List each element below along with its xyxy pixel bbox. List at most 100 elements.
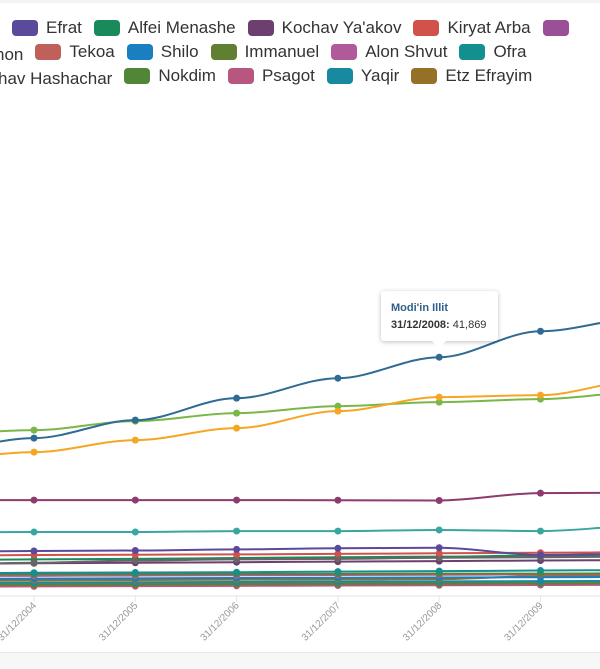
data-point	[435, 544, 443, 552]
legend-item[interactable]: Alon Shvut	[331, 40, 447, 64]
legend-label: Alfei Menashe	[127, 18, 236, 37]
tooltip-line: 31/12/2008: 41,869	[391, 319, 486, 331]
data-point	[30, 569, 38, 577]
x-tick-label: 31/12/2005	[97, 600, 140, 643]
series-line	[0, 546, 600, 556]
series-ofra	[0, 567, 600, 577]
legend-swatch	[413, 20, 440, 36]
data-point	[131, 528, 139, 536]
legend-label: Tekoa	[69, 42, 115, 61]
x-tick-label: 31/12/2006	[199, 600, 242, 643]
top-strip	[0, 0, 600, 3]
data-point	[537, 551, 544, 559]
legend-swatch	[331, 44, 358, 60]
series-line	[0, 569, 600, 574]
legend-item[interactable]: Ofra	[459, 40, 527, 64]
legend-swatch	[210, 44, 237, 60]
tooltip-date: 31/12/2008:	[391, 319, 450, 331]
legend-label: hav Hashachar	[0, 69, 113, 88]
legend-label: Shilo	[160, 42, 199, 61]
legend-item[interactable]: Yaqir	[326, 64, 400, 88]
data-point	[435, 353, 443, 361]
legend-label: Immanuel	[244, 42, 320, 61]
data-point	[30, 547, 38, 555]
legend-swatch	[35, 44, 62, 60]
series-modi-in-illit	[0, 322, 600, 443]
series-line	[0, 581, 600, 585]
legend-label: Efrat	[46, 18, 82, 37]
data-point	[131, 496, 139, 504]
tooltip-series: Modi'in Illit	[391, 302, 448, 314]
legend-item[interactable]: Nokdim	[124, 64, 216, 88]
legend-label: Etz Efrayim	[445, 66, 533, 85]
series-line	[0, 551, 600, 557]
series-line	[0, 576, 600, 580]
legend-label: Psagot	[261, 66, 315, 85]
data-point	[334, 568, 342, 576]
legend-swatch	[459, 44, 486, 60]
legend-item[interactable]: non	[0, 43, 23, 67]
legend-swatch	[126, 44, 153, 60]
series-giv-at-ze-ev	[0, 526, 600, 536]
data-point	[233, 568, 241, 576]
x-tick-label: 31/12/2009	[502, 600, 545, 643]
legend-label: Kochav Ya'akov	[281, 18, 402, 37]
legend-label: non	[0, 45, 24, 64]
data-point	[537, 489, 544, 497]
data-point	[334, 496, 342, 504]
data-point	[435, 526, 443, 534]
x-tick-label: 31/12/2008	[401, 600, 444, 643]
data-point	[131, 416, 139, 424]
data-point	[30, 559, 38, 567]
data-point	[537, 567, 544, 575]
data-point	[537, 391, 544, 399]
tooltip-value: 41,869	[452, 319, 487, 331]
legend-label: Yaqir	[360, 66, 400, 85]
legend-swatch	[247, 20, 274, 36]
data-point	[233, 409, 241, 417]
legend-item[interactable]: Immanuel	[210, 40, 320, 64]
legend-label: Ofra	[493, 42, 527, 61]
series-line	[0, 583, 600, 588]
series-line	[0, 393, 600, 433]
data-point	[435, 549, 443, 557]
series-line	[0, 582, 600, 586]
legend-item[interactable]: hav Hashachar	[0, 67, 112, 91]
x-tick-label: 31/12/2007	[300, 600, 343, 643]
legend-item[interactable]: Alfei Menashe	[93, 16, 236, 40]
data-point	[334, 407, 342, 415]
legend-item[interactable]: Psagot	[227, 64, 315, 88]
series-efrat	[0, 544, 600, 559]
data-point	[30, 434, 38, 442]
data-point	[131, 568, 139, 576]
data-point	[435, 496, 443, 504]
legend-label: Kiryat Arba	[447, 18, 531, 37]
series-beitar-illit	[0, 384, 600, 456]
data-point	[233, 394, 241, 402]
data-point	[30, 426, 38, 434]
legend-label: Nokdim	[158, 66, 216, 85]
legend-item[interactable]: Efrat	[12, 16, 82, 40]
legend-item[interactable]: Tekoa	[35, 40, 115, 64]
chart-legend: Efrat Alfei Menashe Kochav Ya'akov Kiryat A…	[0, 0, 600, 100]
data-point	[334, 555, 342, 563]
series-line	[0, 491, 600, 502]
data-point	[233, 527, 241, 535]
data-point	[537, 527, 544, 535]
series-line	[0, 579, 600, 584]
data-point	[435, 398, 443, 406]
legend-item[interactable]: Etz Efrayim	[411, 64, 532, 88]
legend-swatch	[411, 68, 438, 84]
tooltip: Modi'in Illit 31/12/2008: 41,869	[381, 291, 498, 348]
legend-item[interactable]	[542, 20, 577, 36]
legend-item[interactable]: Kochav Ya'akov	[247, 16, 402, 40]
legend-item[interactable]: Shilo	[126, 40, 199, 64]
data-point	[435, 567, 443, 575]
series-line	[0, 526, 600, 534]
legend-swatch	[124, 68, 151, 84]
legend-item[interactable]: Kiryat Arba	[413, 16, 531, 40]
data-point	[233, 545, 241, 553]
data-point	[334, 527, 342, 535]
series-line	[0, 574, 600, 582]
